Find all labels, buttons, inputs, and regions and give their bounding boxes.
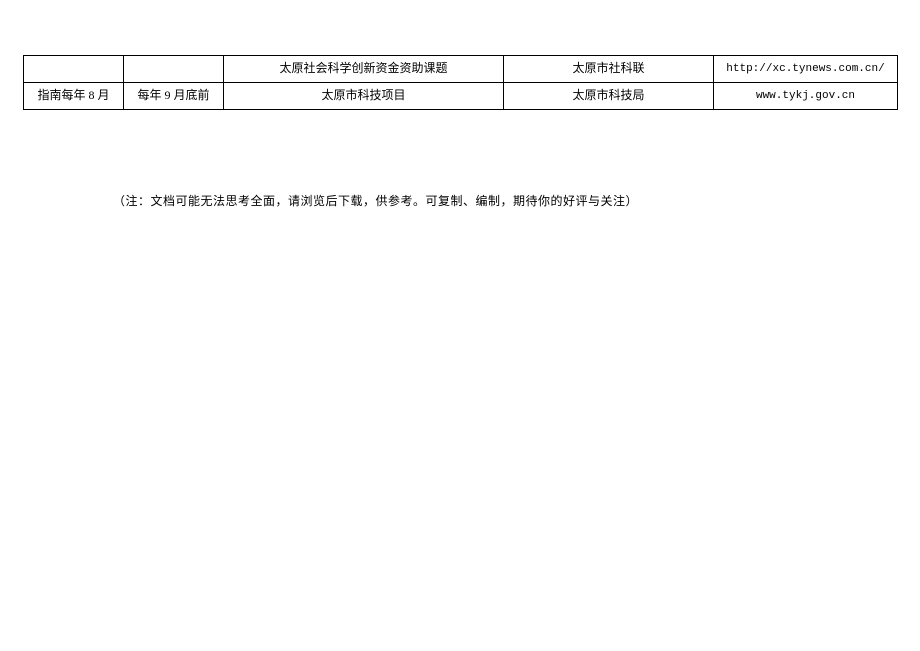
table-cell-url: www.tykj.gov.cn (714, 83, 898, 110)
table-cell: 太原社会科学创新资金资助课题 (224, 56, 504, 83)
table-cell (24, 56, 124, 83)
data-table: 太原社会科学创新资金资助课题 太原市社科联 http://xc.tynews.c… (23, 55, 898, 110)
table-row: 指南每年 8 月 每年 9 月底前 太原市科技项目 太原市科技局 www.tyk… (24, 83, 898, 110)
table-cell (124, 56, 224, 83)
table-cell: 太原市社科联 (504, 56, 714, 83)
table-cell: 太原市科技局 (504, 83, 714, 110)
table-cell: 每年 9 月底前 (124, 83, 224, 110)
table-cell: 太原市科技项目 (224, 83, 504, 110)
data-table-container: 太原社会科学创新资金资助课题 太原市社科联 http://xc.tynews.c… (23, 55, 897, 110)
table-cell-url: http://xc.tynews.com.cn/ (714, 56, 898, 83)
footer-note: （注：文档可能无法思考全面，请浏览后下载，供参考。可复制、编制，期待你的好评与关… (113, 192, 638, 209)
table-cell: 指南每年 8 月 (24, 83, 124, 110)
table-row: 太原社会科学创新资金资助课题 太原市社科联 http://xc.tynews.c… (24, 56, 898, 83)
